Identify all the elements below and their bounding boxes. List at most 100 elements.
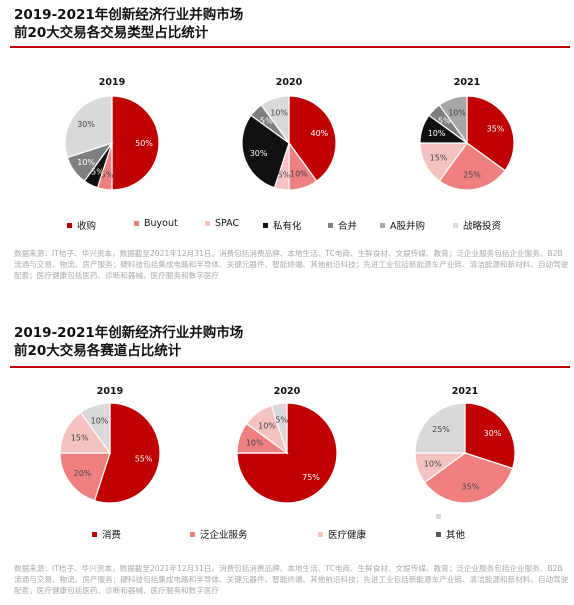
title-line-1: 2019-2021年创新经济行业并购市场 (14, 325, 244, 341)
chart-title: 2019 (97, 386, 123, 397)
legend-item: 私有化 (263, 218, 302, 232)
title-line-2: 前20大交易各交易类型占比统计 (14, 25, 209, 41)
legend-item (436, 514, 446, 519)
section-transaction-type: 2019-2021年创新经济行业并购市场 前20大交易各交易类型占比统计 201… (0, 0, 574, 300)
legend-item: 医疗健康 (318, 527, 366, 541)
pie-slice (464, 402, 516, 470)
legend-label: 其他 (446, 530, 466, 541)
legend-label: 合并 (338, 221, 358, 232)
legend-label: 泛企业服务 (200, 530, 248, 541)
legend-item: 消费 (92, 527, 121, 541)
pie-slice (79, 402, 111, 455)
slice-label: 30% (77, 120, 95, 129)
chart-title: 2020 (276, 77, 303, 88)
legend-item: A股并购 (380, 218, 425, 232)
legend-swatch (318, 531, 323, 537)
slice-label: 25% (432, 425, 450, 434)
pie-slice (423, 452, 514, 504)
legend-label: A股并购 (390, 221, 425, 232)
slice-label: 5% (275, 415, 288, 424)
pie-slice (241, 114, 290, 189)
legend-swatch (263, 222, 268, 228)
pie-slice (236, 402, 338, 504)
slice-label: 15% (71, 434, 89, 443)
legend-swatch (436, 514, 441, 519)
slice-label: 10% (428, 129, 446, 138)
pie-slice (64, 95, 113, 159)
legend-label: 私有化 (273, 221, 302, 232)
pie-slice (438, 95, 468, 145)
slice-label: 35% (487, 125, 505, 134)
slice-label: 40% (311, 129, 329, 138)
title-line-2: 前20大交易各赛道占比统计 (14, 343, 182, 359)
slice-label: 75% (302, 473, 320, 482)
slice-label: 10% (246, 439, 264, 448)
slice-label: 55% (135, 454, 153, 463)
pie-slice (438, 142, 506, 191)
legend-swatch (453, 222, 458, 228)
legend-label: SPAC (215, 218, 240, 229)
legend-item: 其他 (436, 527, 465, 541)
legend-swatch (92, 531, 97, 537)
legend-label: 医疗健康 (328, 530, 367, 541)
legend-label: 收购 (77, 221, 97, 232)
pie-slice (111, 95, 160, 191)
chart-title: 2019 (99, 77, 125, 88)
legend-label: 消费 (102, 530, 122, 541)
chart-title: 2020 (274, 386, 301, 397)
legend-swatch (190, 531, 195, 537)
slice-label: 30% (484, 429, 502, 438)
slice-label: 5% (91, 168, 104, 177)
pie-charts-transaction-type: 201950%5%5%10%30%202040%10%5%30%5%10%202… (64, 77, 515, 191)
pie-slice (288, 95, 337, 182)
source-note: 数据来源：IT桔子、华兴资本，数据截至2021年12月31日。消费包括消费品牌、… (14, 249, 569, 280)
pie-slice (59, 452, 111, 502)
pie-slice (466, 95, 515, 172)
pie-charts-sector: 201955%20%15%10%202075%10%10%5%202130%35… (59, 386, 516, 504)
slice-label: 50% (135, 139, 153, 148)
slice-label: 10% (270, 109, 288, 118)
legend-item: SPAC (205, 218, 239, 229)
slice-label: 15% (430, 154, 448, 163)
slice-label: 5% (260, 116, 273, 125)
section-title: 2019-2021年创新经济行业并购市场 前20大交易各交易类型占比统计 (14, 6, 243, 42)
slice-label: 5% (101, 171, 114, 180)
slice-label: 25% (463, 171, 481, 180)
pie-slice (260, 95, 290, 145)
title-divider (10, 366, 570, 368)
legend-swatch (67, 222, 72, 228)
legend-swatch (134, 221, 139, 226)
pie-chart-2021: 2021 30% 35% 10% 25% (414, 386, 516, 504)
slice-label: 35% (461, 483, 479, 492)
pie-slice (270, 402, 288, 454)
title-divider (10, 46, 570, 48)
pie-chart-2019: 2019 55% 20% 15%10% (59, 386, 161, 504)
section-sector: 2019-2021年创新经济行业并购市场 前20大交易各赛道占比统计 2019 5… (0, 318, 574, 605)
legend-item: 泛企业服务 (190, 527, 248, 541)
legend-item: Buyout (134, 218, 178, 229)
slice-label: 10% (290, 169, 308, 178)
legend-item: 合并 (328, 218, 357, 232)
legend-item: 战略投资 (453, 218, 501, 232)
legend-label: Buyout (144, 218, 178, 229)
chart-title: 2021 (452, 386, 478, 397)
chart-title: 2021 (454, 77, 480, 88)
slice-label: 10% (77, 158, 95, 167)
source-note: 数据来源：IT桔子、华兴资本，数据截至2021年12月31日。消费包括消费品牌、… (14, 564, 569, 595)
section-title: 2019-2021年创新经济行业并购市场 前20大交易各赛道占比统计 (14, 324, 243, 360)
legend-swatch (380, 222, 385, 228)
legend-label: 战略投资 (463, 221, 502, 232)
pie-slice (93, 402, 161, 504)
legend-swatch (436, 531, 441, 537)
slice-label: 5% (438, 116, 451, 125)
title-line-1: 2019-2021年创新经济行业并购市场 (14, 7, 244, 23)
slice-label: 10% (258, 422, 276, 431)
slice-label: 20% (74, 469, 92, 478)
slice-label: 10% (424, 460, 442, 469)
slice-label: 10% (448, 109, 466, 118)
slice-label: 5% (278, 171, 291, 180)
